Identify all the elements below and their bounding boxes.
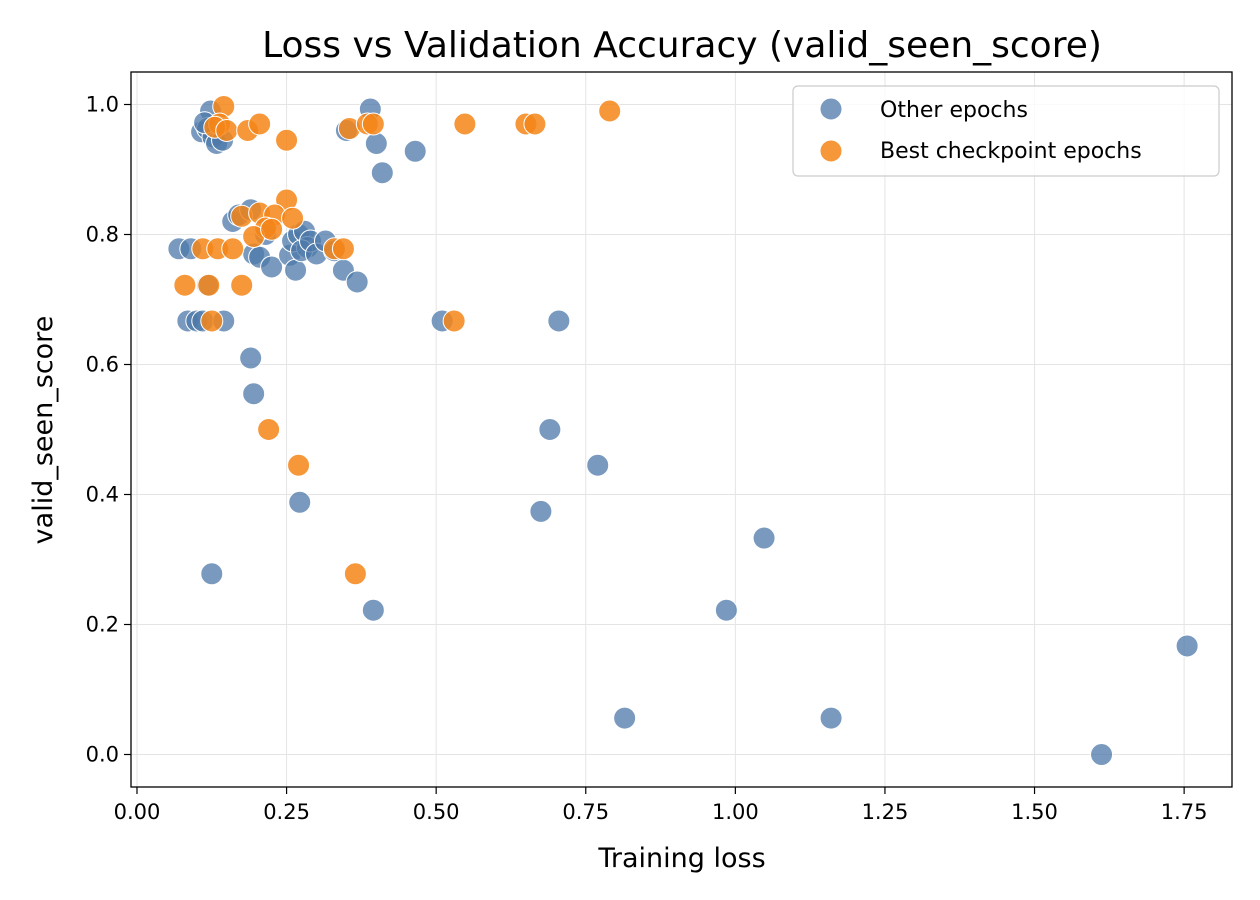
data-point-other-epoch <box>403 139 427 163</box>
data-point-other-epoch <box>239 346 263 370</box>
data-point-best-checkpoint <box>173 273 197 297</box>
x-tick-label: 1.25 <box>862 800 909 824</box>
data-point-other-epoch <box>529 499 553 523</box>
x-tick-label: 1.50 <box>1011 800 1058 824</box>
plot-frame <box>130 71 1233 788</box>
chart-title: Loss vs Validation Accuracy (valid_seen_… <box>262 25 1102 66</box>
legend-marker-other-epochs <box>819 97 843 121</box>
data-point-other-epoch <box>345 270 369 294</box>
data-point-best-checkpoint <box>442 309 466 333</box>
data-point-best-checkpoint <box>215 119 239 142</box>
grid <box>131 72 1232 787</box>
data-point-best-checkpoint <box>197 273 221 297</box>
data-point-other-epoch <box>714 598 738 622</box>
data-point-other-epoch <box>260 255 284 279</box>
legend: Other epochs Best checkpoint epochs <box>792 85 1220 177</box>
data-point-other-epoch <box>200 562 224 586</box>
data-point-other-epoch <box>547 309 571 333</box>
data-point-other-epoch <box>361 598 385 622</box>
y-tick-label: 0.2 <box>86 613 119 637</box>
data-point-other-epoch <box>538 418 562 441</box>
data-point-best-checkpoint <box>257 418 281 441</box>
data-point-best-checkpoint <box>598 99 622 123</box>
data-point-best-checkpoint <box>523 112 547 136</box>
data-point-best-checkpoint <box>275 128 299 152</box>
axis-ticks: 0.00 0.25 0.50 0.75 1.00 1.25 1.50 1.75 0.0 0.2 0.… <box>86 93 1208 825</box>
data-point-other-epoch <box>819 706 843 730</box>
data-point-best-checkpoint <box>453 112 477 136</box>
y-axis-label: valid_seen_score <box>28 316 59 545</box>
data-point-other-epoch <box>613 706 637 730</box>
x-tick-label: 0.50 <box>413 800 460 824</box>
data-point-other-epoch <box>284 258 308 282</box>
data-point-other-epoch <box>586 453 610 477</box>
data-point-best-checkpoint <box>361 112 385 136</box>
data-point-other-epoch <box>370 161 394 185</box>
y-tick-label: 0.6 <box>86 353 119 377</box>
x-axis-label: Training loss <box>597 843 765 874</box>
data-point-best-checkpoint <box>260 217 284 241</box>
data-point-best-checkpoint <box>331 237 355 261</box>
x-tick-label: 0.75 <box>562 800 609 824</box>
data-point-best-checkpoint <box>248 112 272 136</box>
data-point-other-epoch <box>752 526 776 550</box>
x-tick-label: 0.25 <box>263 800 310 824</box>
data-point-best-checkpoint <box>281 206 305 230</box>
legend-frame <box>792 85 1220 177</box>
x-tick-label: 0.00 <box>114 800 161 824</box>
data-point-other-epoch <box>364 132 388 155</box>
data-point-other-epoch <box>1175 634 1199 658</box>
x-tick-label: 1.75 <box>1161 800 1208 824</box>
x-tick-label: 1.00 <box>712 800 759 824</box>
y-tick-label: 0.8 <box>86 223 119 247</box>
y-tick-label: 1.0 <box>86 93 119 117</box>
data-points <box>167 94 1199 766</box>
data-point-best-checkpoint <box>287 453 311 477</box>
y-tick-label: 0.0 <box>86 743 119 767</box>
data-point-other-epoch <box>1090 743 1114 766</box>
data-point-best-checkpoint <box>343 562 367 586</box>
legend-label-other-epochs: Other epochs <box>880 98 1028 123</box>
data-point-other-epoch <box>288 490 312 514</box>
legend-label-best-checkpoint: Best checkpoint epochs <box>880 139 1142 164</box>
y-tick-label: 0.4 <box>86 483 119 507</box>
data-point-best-checkpoint <box>230 273 254 297</box>
data-point-other-epoch <box>242 382 266 406</box>
data-point-best-checkpoint <box>221 237 245 261</box>
data-point-best-checkpoint <box>200 309 224 333</box>
legend-marker-best-checkpoint <box>819 139 843 163</box>
